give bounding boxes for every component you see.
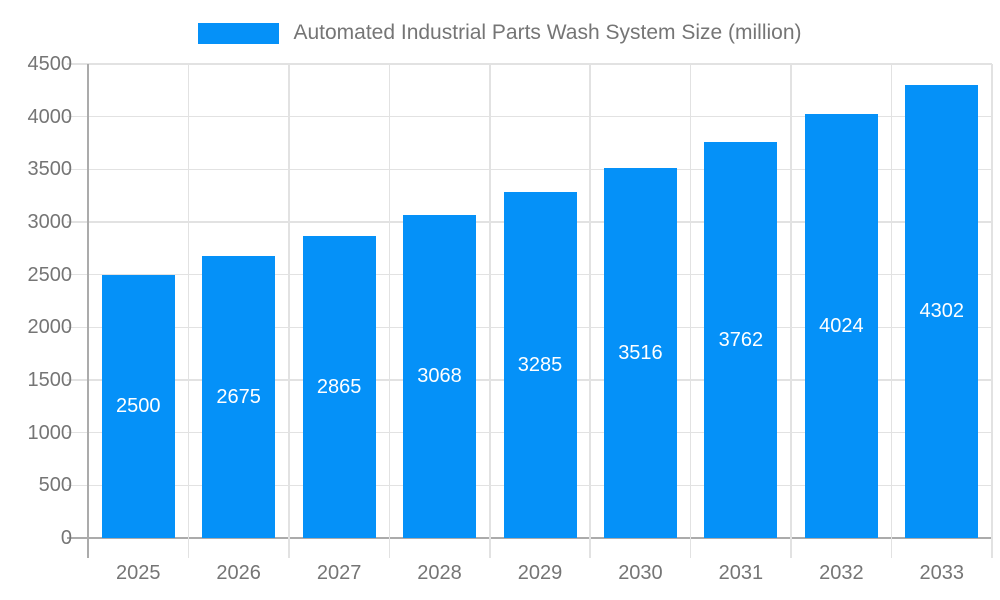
y-tick-label: 4000 bbox=[27, 105, 73, 128]
bar-value-label: 4302 bbox=[919, 300, 965, 323]
legend-label: Automated Industrial Parts Wash System S… bbox=[293, 21, 802, 44]
x-tick-label: 2027 bbox=[316, 562, 362, 584]
y-tick-label: 3000 bbox=[27, 211, 73, 233]
x-axis-line bbox=[67, 537, 992, 539]
y-tick-label: 1000 bbox=[27, 421, 73, 444]
bar-value-label: 3068 bbox=[417, 365, 462, 388]
bar-value-label: 3762 bbox=[718, 328, 764, 351]
y-gridline bbox=[67, 63, 992, 65]
legend-swatch bbox=[198, 22, 280, 44]
y-tick-label: 2000 bbox=[27, 316, 73, 339]
y-gridline bbox=[67, 115, 992, 118]
bar[interactable] bbox=[503, 191, 577, 538]
y-tick-label: 1500 bbox=[27, 369, 73, 391]
x-tick-label: 2031 bbox=[718, 562, 764, 584]
x-tick-label: 2029 bbox=[517, 562, 563, 584]
bar-value-label: 3285 bbox=[517, 353, 563, 376]
y-gridline bbox=[67, 168, 992, 171]
x-gridline bbox=[689, 64, 692, 558]
x-gridline bbox=[187, 64, 190, 558]
y-tick-label: 500 bbox=[38, 474, 72, 497]
x-gridline bbox=[589, 64, 591, 558]
bar-value-label: 2675 bbox=[216, 386, 261, 409]
x-gridline bbox=[489, 64, 491, 558]
y-tick-label: 2500 bbox=[27, 263, 73, 286]
x-gridline bbox=[890, 64, 893, 558]
bar[interactable] bbox=[302, 236, 376, 538]
x-gridline bbox=[388, 64, 391, 558]
x-gridline bbox=[991, 64, 993, 558]
y-tick-label: 4500 bbox=[27, 53, 73, 75]
bar[interactable] bbox=[603, 167, 677, 538]
bar-value-label: 4024 bbox=[819, 315, 864, 338]
x-gridline bbox=[790, 64, 792, 558]
x-tick-label: 2028 bbox=[417, 562, 462, 584]
y-tick-label: 3500 bbox=[27, 158, 73, 181]
chart-legend[interactable]: Automated Industrial Parts Wash System S… bbox=[0, 20, 1000, 46]
bar-value-label: 2500 bbox=[115, 395, 161, 418]
x-tick-label: 2032 bbox=[819, 562, 864, 584]
x-tick-label: 2026 bbox=[216, 562, 261, 584]
bar-value-label: 2865 bbox=[316, 376, 362, 399]
y-axis-line bbox=[87, 64, 89, 558]
bar-value-label: 3516 bbox=[618, 341, 663, 364]
bar[interactable] bbox=[202, 256, 276, 538]
x-tick-label: 2030 bbox=[618, 562, 663, 584]
bar[interactable] bbox=[403, 214, 477, 538]
bar[interactable] bbox=[704, 141, 778, 538]
x-tick-label: 2025 bbox=[115, 562, 161, 584]
bar[interactable] bbox=[804, 114, 878, 538]
bar[interactable] bbox=[905, 84, 979, 538]
x-tick-label: 2033 bbox=[919, 562, 965, 584]
x-gridline bbox=[288, 64, 290, 558]
y-tick-label: 0 bbox=[60, 527, 72, 549]
bar[interactable] bbox=[101, 274, 175, 538]
